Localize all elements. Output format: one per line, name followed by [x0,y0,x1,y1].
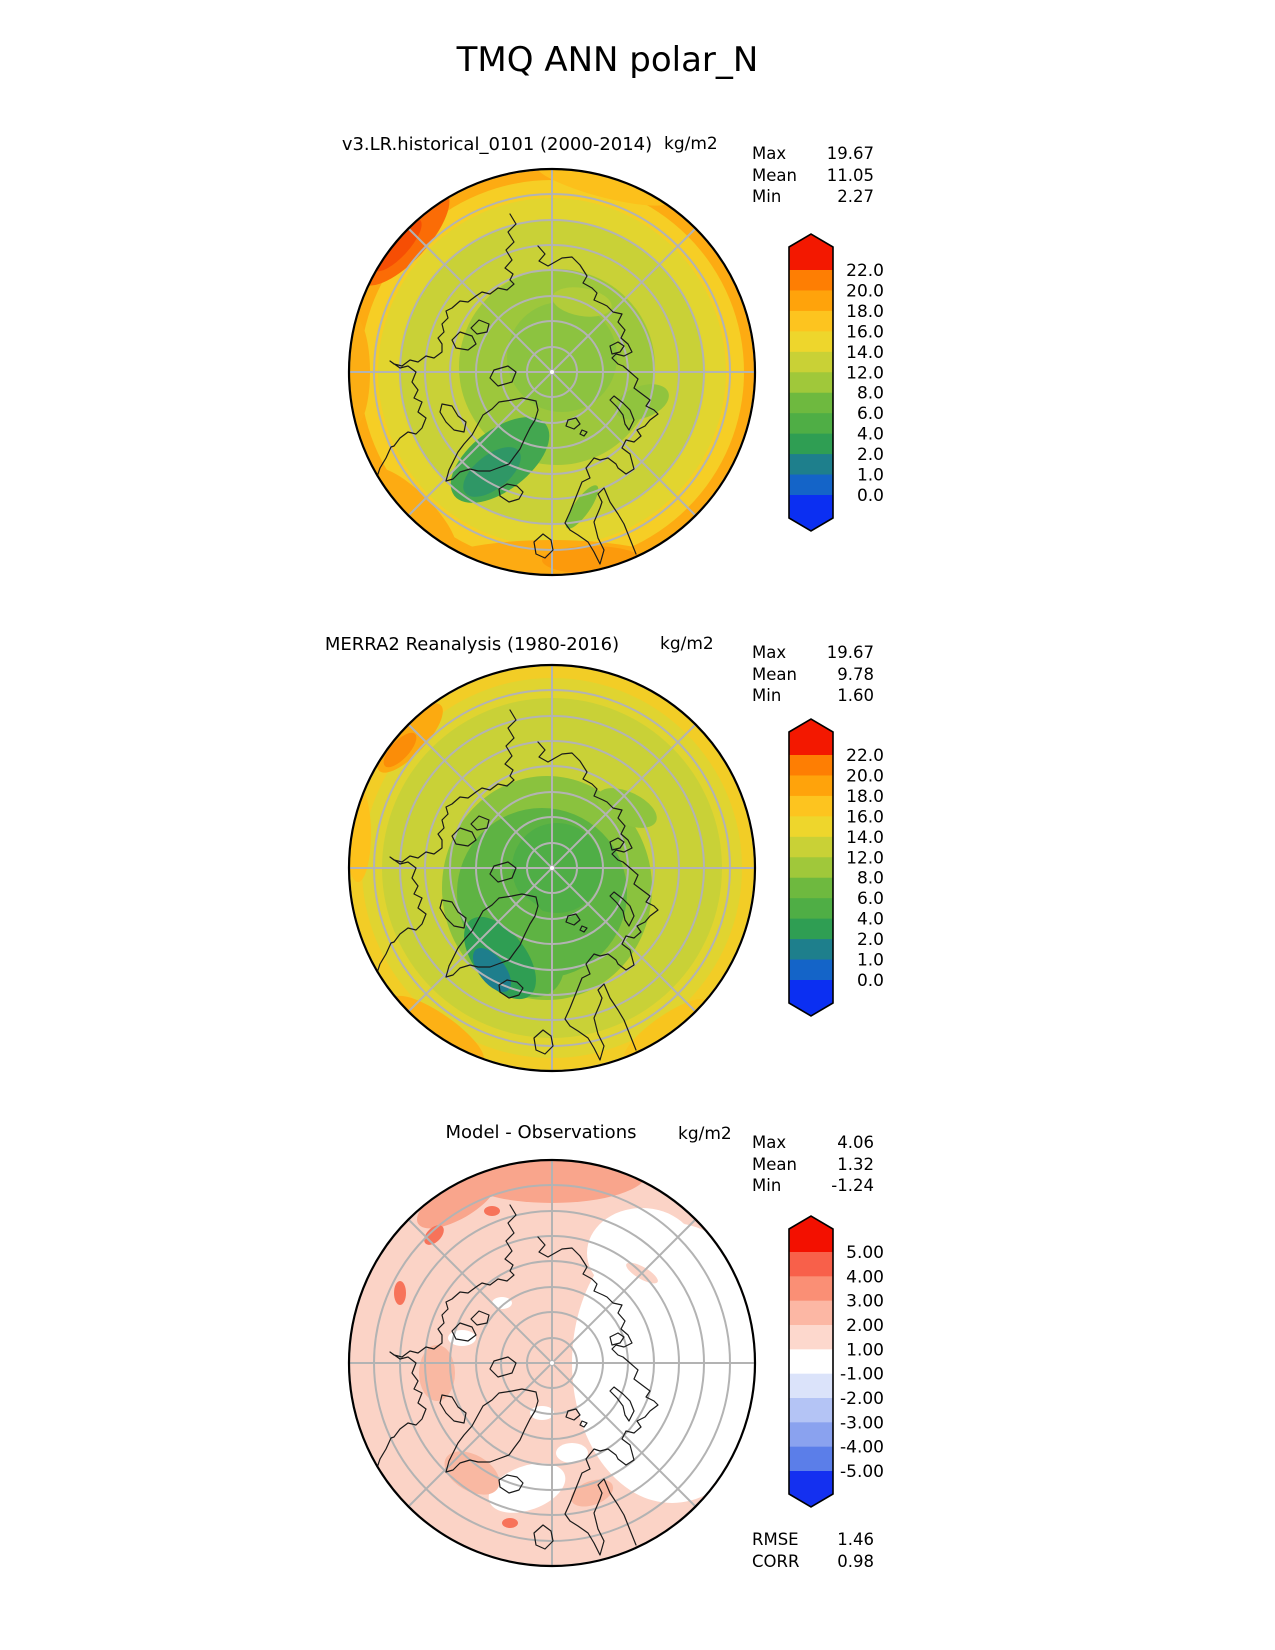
stats-diff: Max 4.06 Mean 1.32 Min -1.24 [752,1132,874,1197]
colorbar-obs: 22.020.018.016.014.012.08.06.04.02.01.00… [788,718,884,1017]
svg-text:2.0: 2.0 [857,445,884,465]
svg-text:4.0: 4.0 [857,425,884,445]
svg-text:22.0: 22.0 [846,261,884,281]
svg-text:-4.00: -4.00 [840,1438,884,1458]
stat-max: Max 4.06 [752,1133,874,1152]
svg-text:1.00: 1.00 [846,1340,884,1360]
svg-text:14.0: 14.0 [846,828,884,848]
stat-min: Min 2.27 [752,187,874,206]
stat-min: Min 1.60 [752,686,874,705]
svg-text:0.0: 0.0 [857,486,884,506]
svg-text:6.0: 6.0 [857,404,884,424]
metric-rmse: RMSE 1.46 [752,1530,874,1549]
stat-mean: Mean 11.05 [752,165,874,185]
map-boundary [347,663,757,1073]
stat-min: Min -1.24 [752,1176,874,1195]
svg-text:1.0: 1.0 [857,951,884,971]
svg-text:-3.00: -3.00 [840,1413,884,1433]
svg-text:0.0: 0.0 [857,971,884,991]
svg-text:16.0: 16.0 [846,322,884,342]
pole-dot [550,370,554,374]
stat-max: Max 19.67 [752,144,874,163]
svg-text:-2.00: -2.00 [840,1389,884,1409]
map-boundary [347,167,757,577]
svg-text:14.0: 14.0 [846,343,884,363]
stats-model: Max 19.67 Mean 11.05 Min 2.27 [752,143,874,208]
metrics-block: RMSE 1.46 CORR 0.98 [752,1529,874,1573]
svg-text:18.0: 18.0 [846,302,884,322]
polar-map-model [347,167,757,577]
svg-text:18.0: 18.0 [846,787,884,807]
svg-text:22.0: 22.0 [846,746,884,766]
pole-dot [550,866,554,870]
svg-text:3.00: 3.00 [846,1292,884,1312]
stat-mean: Mean 9.78 [752,664,874,684]
polar-map-diff [347,1158,757,1568]
svg-text:20.0: 20.0 [846,766,884,786]
panel-title-diff: Model - Observations [445,1122,637,1143]
figure-title: TMQ ANN polar_N [456,40,759,80]
svg-text:2.0: 2.0 [857,930,884,950]
pole-dot [550,1361,554,1365]
svg-text:12.0: 12.0 [846,363,884,383]
svg-text:4.0: 4.0 [857,910,884,930]
panel-title-obs: MERRA2 Reanalysis (1980-2016) [324,634,620,655]
svg-text:5.00: 5.00 [846,1243,884,1263]
colorbar-diff: 5.00 4.00 3.00 2.00 1.00 -1.00 -2.00 -3.00 -4.00… [788,1215,884,1508]
units-obs: kg/m2 [660,634,714,654]
units-model: kg/m2 [664,134,718,154]
svg-text:4.00: 4.00 [846,1267,884,1287]
svg-text:12.0: 12.0 [846,848,884,868]
polar-map-obs [347,663,757,1073]
units-diff: kg/m2 [678,1124,732,1144]
svg-text:-1.00: -1.00 [840,1365,884,1385]
colorbar-model: 22.020.018.016.014.012.08.06.04.02.01.00… [788,233,884,532]
svg-text:8.0: 8.0 [857,384,884,404]
stat-mean: Mean 1.32 [752,1154,874,1174]
stats-obs: Max 19.67 Mean 9.78 Min 1.60 [752,642,874,707]
map-boundary [347,1158,757,1568]
svg-text:8.0: 8.0 [857,869,884,889]
svg-text:2.00: 2.00 [846,1316,884,1336]
svg-text:-5.00: -5.00 [840,1462,884,1482]
panel-title-model: v3.LR.historical_0101 (2000-2014) [341,134,653,155]
svg-text:16.0: 16.0 [846,807,884,827]
stat-max: Max 19.67 [752,643,874,662]
metric-corr: CORR 0.98 [752,1552,874,1571]
svg-text:1.0: 1.0 [857,466,884,486]
svg-text:6.0: 6.0 [857,889,884,909]
svg-text:20.0: 20.0 [846,281,884,301]
